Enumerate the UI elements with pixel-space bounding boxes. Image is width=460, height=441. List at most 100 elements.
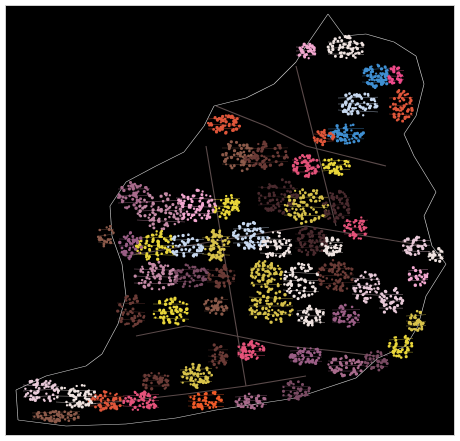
network-node	[146, 394, 149, 397]
network-node	[322, 268, 326, 272]
network-node	[329, 131, 333, 135]
network-node	[24, 393, 28, 396]
network-node	[348, 92, 351, 95]
network-node	[310, 241, 313, 245]
network-node	[420, 327, 424, 331]
network-node	[381, 300, 385, 304]
network-node	[278, 272, 283, 277]
network-node	[198, 208, 202, 212]
network-node	[214, 206, 217, 209]
network-node	[296, 395, 300, 398]
network-node	[275, 245, 279, 249]
network-node	[142, 395, 146, 399]
network-node	[273, 146, 277, 151]
network-node	[355, 52, 358, 55]
network-node	[300, 262, 304, 266]
network-node	[338, 190, 343, 194]
network-node	[35, 412, 39, 416]
network-node	[340, 51, 343, 54]
network-node	[414, 314, 417, 317]
network-node	[294, 208, 298, 211]
network-node	[249, 153, 253, 157]
network-node	[182, 282, 186, 286]
network-node	[326, 166, 331, 170]
network-node	[270, 209, 273, 212]
network-node	[357, 237, 360, 240]
network-node	[263, 163, 267, 166]
network-node	[237, 345, 241, 349]
network-node	[154, 395, 157, 399]
network-node	[252, 221, 257, 225]
network-node	[221, 114, 225, 119]
network-node	[340, 201, 344, 205]
network-node	[346, 160, 350, 164]
network-node	[212, 246, 216, 251]
network-node	[366, 102, 370, 106]
network-node	[139, 314, 142, 317]
network-node	[270, 206, 273, 210]
network-node	[167, 276, 171, 280]
boundary-road	[17, 419, 67, 427]
network-node	[154, 213, 157, 216]
network-node	[378, 295, 382, 299]
network-node	[211, 274, 214, 277]
network-node	[43, 411, 47, 415]
network-node	[256, 241, 260, 244]
network-node	[259, 194, 263, 197]
boundary-road	[203, 105, 215, 127]
network-node	[339, 165, 343, 169]
network-node	[296, 387, 300, 390]
network-node	[412, 322, 417, 326]
boundary-road	[273, 61, 297, 85]
network-node	[301, 50, 305, 54]
boundary-road	[327, 13, 345, 37]
network-node	[247, 245, 251, 249]
network-node	[404, 344, 407, 347]
network-node	[87, 397, 91, 401]
local-street	[317, 274, 355, 277]
network-node	[158, 274, 162, 278]
network-node	[335, 270, 339, 273]
network-node	[157, 273, 160, 276]
network-node	[114, 396, 118, 401]
network-node	[124, 308, 127, 311]
network-node	[256, 394, 261, 398]
network-node	[218, 207, 221, 210]
network-node	[186, 264, 190, 267]
network-node	[208, 311, 212, 314]
network-node	[312, 218, 316, 222]
network-node	[219, 274, 223, 278]
network-node	[260, 149, 264, 153]
network-node	[335, 130, 339, 134]
network-node	[156, 377, 159, 380]
network-node	[266, 274, 270, 278]
network-node	[212, 403, 216, 407]
network-node	[40, 382, 45, 386]
network-node	[214, 297, 218, 301]
network-node	[407, 272, 411, 276]
network-node	[401, 91, 404, 94]
network-node	[392, 70, 396, 74]
local-street	[136, 200, 186, 203]
network-node	[213, 304, 217, 307]
boundary-road	[355, 357, 379, 379]
network-node	[341, 283, 345, 288]
network-node	[291, 268, 295, 271]
network-node	[107, 227, 111, 232]
network-node	[336, 217, 340, 220]
network-node	[198, 199, 202, 203]
network-node	[173, 280, 178, 284]
network-node	[219, 268, 223, 272]
network-node	[240, 348, 243, 351]
network-node	[80, 383, 84, 387]
network-node	[303, 279, 307, 283]
network-node	[36, 415, 40, 419]
network-node	[122, 235, 126, 239]
network-node	[136, 315, 139, 318]
boundary-road	[325, 377, 357, 389]
network-node	[190, 213, 194, 217]
network-node	[153, 374, 157, 378]
network-node	[168, 306, 172, 310]
network-node	[346, 52, 350, 56]
network-node	[222, 267, 226, 271]
